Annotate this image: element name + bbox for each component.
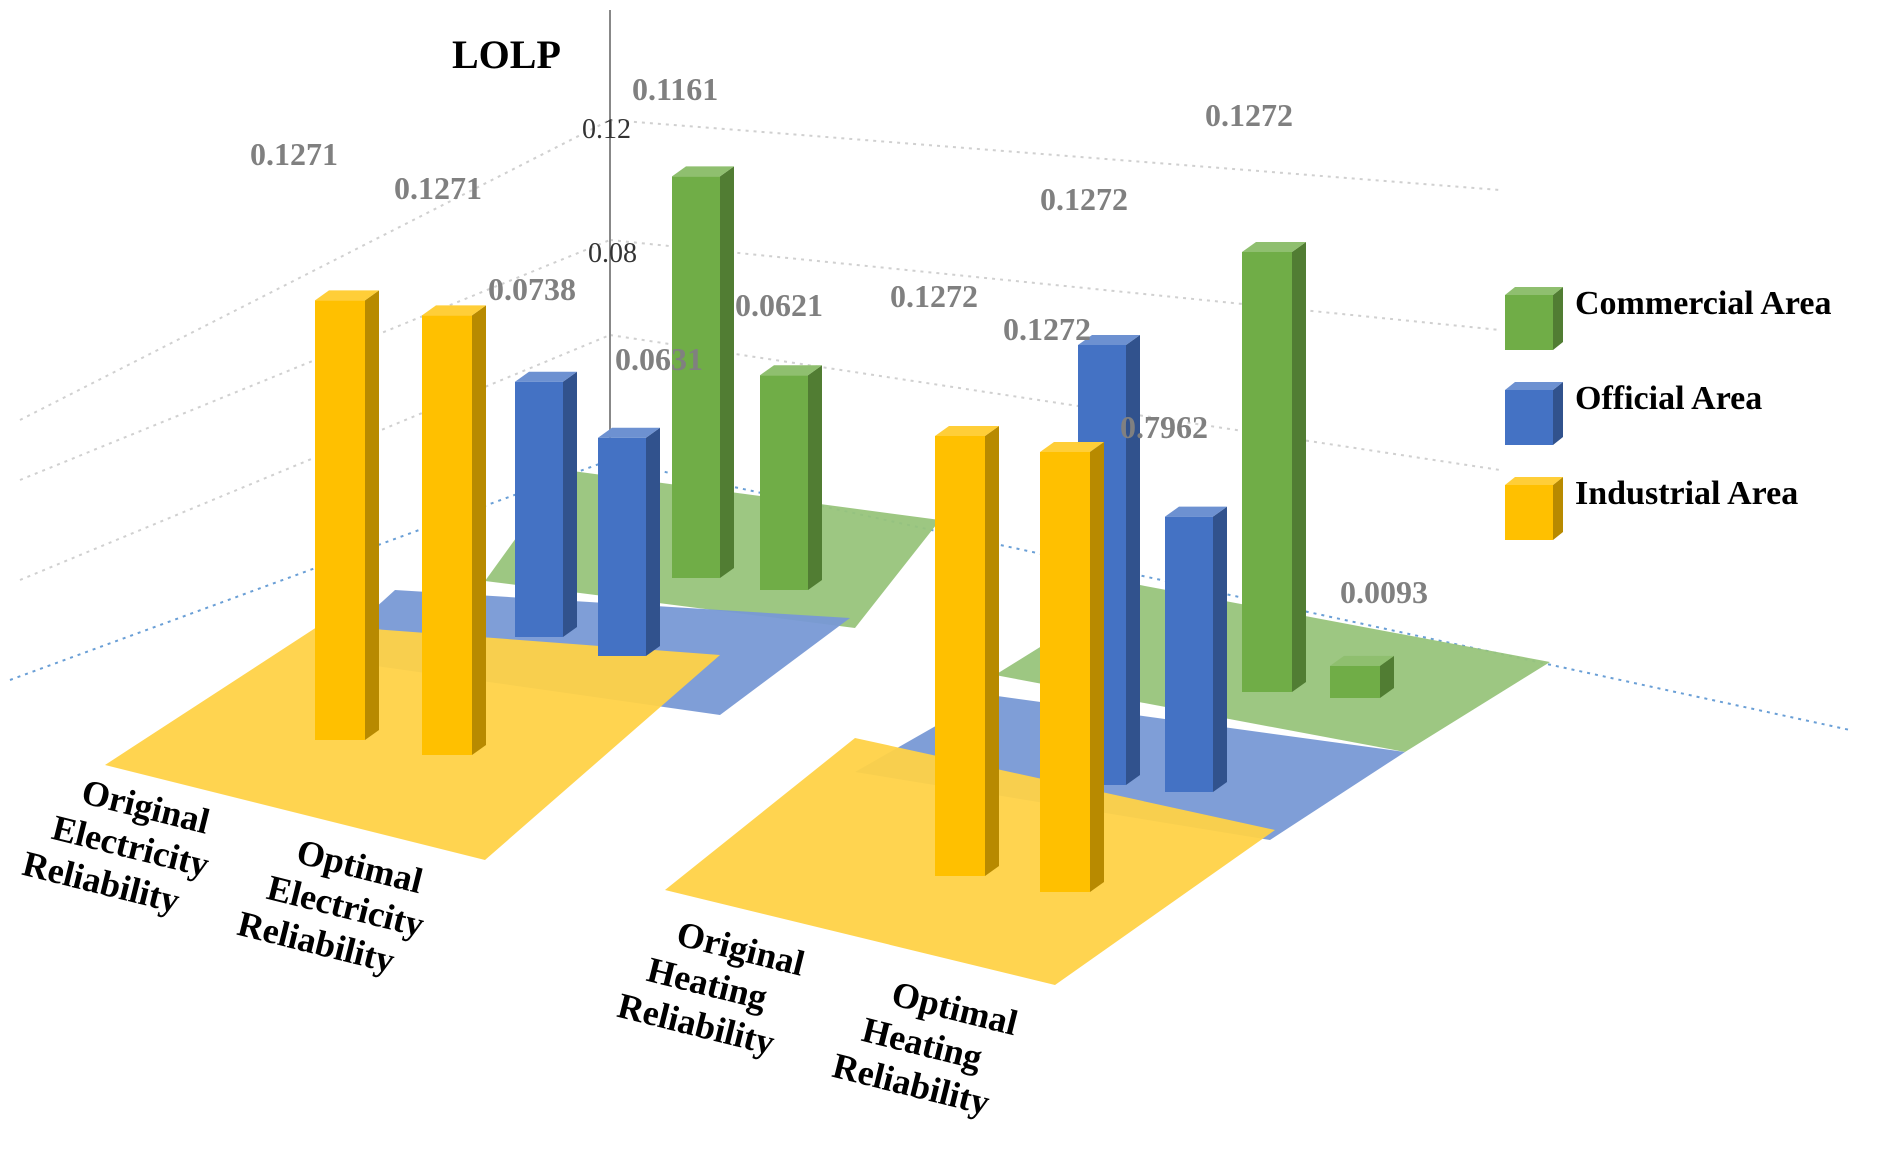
value-label-industrial-area-4: 0.1272 bbox=[1003, 311, 1091, 347]
bar-side bbox=[985, 426, 999, 876]
bar-top bbox=[1040, 442, 1104, 452]
value-label-official-area-2: 0.0631 bbox=[615, 341, 703, 377]
bar-commercial-area-1 bbox=[672, 166, 734, 578]
bar-side bbox=[563, 371, 577, 637]
bar-top bbox=[1165, 506, 1227, 517]
bar-industrial-area-2 bbox=[422, 305, 486, 755]
bar-industrial-area-1 bbox=[315, 290, 379, 740]
bars bbox=[315, 166, 1394, 892]
value-label-official-area-1: 0.0738 bbox=[488, 271, 576, 307]
bar-front bbox=[598, 437, 646, 656]
legend-item-commercial-area: Commercial Area bbox=[1505, 285, 1832, 350]
legend-swatch bbox=[1505, 485, 1553, 540]
bar-top bbox=[422, 305, 486, 316]
legend-label: Official Area bbox=[1575, 380, 1762, 417]
bar-front bbox=[760, 375, 808, 590]
gridline bbox=[19, 334, 611, 581]
value-label-commercial-area-3: 0.1272 bbox=[1205, 97, 1293, 133]
bar-front bbox=[1040, 452, 1090, 892]
bar-top bbox=[315, 290, 379, 301]
bar-top bbox=[1330, 655, 1394, 666]
bar-industrial-area-3 bbox=[935, 426, 999, 876]
legend-swatch bbox=[1505, 295, 1553, 350]
gridline bbox=[609, 334, 1501, 471]
category-label-2: OptimalElectricityReliability bbox=[234, 822, 439, 986]
bar-industrial-area-4 bbox=[1040, 442, 1104, 892]
value-label-industrial-area-1: 0.1271 bbox=[250, 136, 338, 172]
value-labels: 0.1161 0.0621 0.0738 0.0631 0.1271 0.1271 0.12… bbox=[250, 71, 1428, 610]
gridline bbox=[609, 459, 1851, 731]
bar-front bbox=[1165, 516, 1213, 792]
y-tick-0-08: 0.08 bbox=[588, 238, 637, 269]
bar-top bbox=[515, 371, 577, 382]
bar-top bbox=[672, 166, 734, 177]
gridline bbox=[609, 239, 1501, 331]
value-label-commercial-area-2: 0.0621 bbox=[735, 287, 823, 323]
category-label-4: OptimalHeatingReliability bbox=[829, 964, 1022, 1125]
bar-side bbox=[1292, 242, 1306, 692]
bar-side bbox=[365, 290, 379, 740]
bar-side bbox=[646, 427, 660, 656]
bar-front bbox=[515, 381, 563, 637]
legend-label: Commercial Area bbox=[1575, 285, 1832, 322]
legend-swatch-top bbox=[1505, 477, 1563, 485]
legend: Commercial Area Official Area Industrial A… bbox=[1505, 285, 1832, 540]
bar-side bbox=[1213, 506, 1227, 792]
bar-front bbox=[1242, 252, 1292, 692]
legend-swatch-side bbox=[1553, 287, 1563, 350]
bar-front bbox=[672, 176, 720, 578]
gridline bbox=[19, 239, 611, 481]
bar-side bbox=[1380, 655, 1394, 698]
y-tick-0-12: 0.12 bbox=[582, 114, 631, 145]
value-label-commercial-area-1: 0.1161 bbox=[632, 71, 718, 107]
bar-side bbox=[808, 365, 822, 590]
value-label-commercial-area-4: 0.0093 bbox=[1340, 574, 1428, 610]
value-label-official-area-4: 0.7962 bbox=[1120, 409, 1208, 445]
bar-commercial-area-3 bbox=[1242, 242, 1306, 692]
bar-commercial-area-2 bbox=[760, 365, 822, 590]
bar-front bbox=[315, 300, 365, 740]
bar-side bbox=[1090, 442, 1104, 892]
y-axis-title: LOLP bbox=[452, 32, 561, 77]
value-label-industrial-area-3: 0.1272 bbox=[890, 278, 978, 314]
legend-swatch-top bbox=[1505, 382, 1563, 390]
legend-item-industrial-area: Industrial Area bbox=[1505, 475, 1798, 540]
gridline bbox=[9, 459, 611, 681]
bar-front bbox=[935, 436, 985, 876]
bar-top bbox=[1078, 335, 1140, 345]
bar-top bbox=[760, 365, 822, 376]
gridline bbox=[19, 119, 611, 421]
bar-side bbox=[720, 166, 734, 578]
legend-swatch-side bbox=[1553, 382, 1563, 445]
floor-plane-industrial-area bbox=[105, 625, 720, 860]
legend-item-official-area: Official Area bbox=[1505, 380, 1762, 445]
bar-side bbox=[1126, 335, 1140, 785]
bar-side bbox=[472, 305, 486, 755]
legend-swatch-side bbox=[1553, 477, 1563, 540]
value-label-industrial-area-2: 0.1271 bbox=[394, 170, 482, 206]
legend-label: Industrial Area bbox=[1575, 475, 1798, 512]
legend-swatch bbox=[1505, 390, 1553, 445]
bar-official-area-2 bbox=[598, 427, 660, 656]
bar-top bbox=[598, 427, 660, 438]
legend-swatch-top bbox=[1505, 287, 1563, 295]
bar-front bbox=[1330, 665, 1380, 698]
category-label-3: OriginalHeatingReliability bbox=[614, 904, 809, 1065]
bar-top bbox=[1242, 242, 1306, 252]
gridlines bbox=[9, 119, 1851, 731]
value-label-official-area-3: 0.1272 bbox=[1040, 181, 1128, 217]
bar-top bbox=[935, 426, 999, 436]
bar-official-area-4 bbox=[1165, 506, 1227, 792]
bar-front bbox=[422, 315, 472, 755]
bar-official-area-1 bbox=[515, 371, 577, 637]
gridline bbox=[609, 119, 1501, 191]
bar-commercial-area-4 bbox=[1330, 655, 1394, 698]
